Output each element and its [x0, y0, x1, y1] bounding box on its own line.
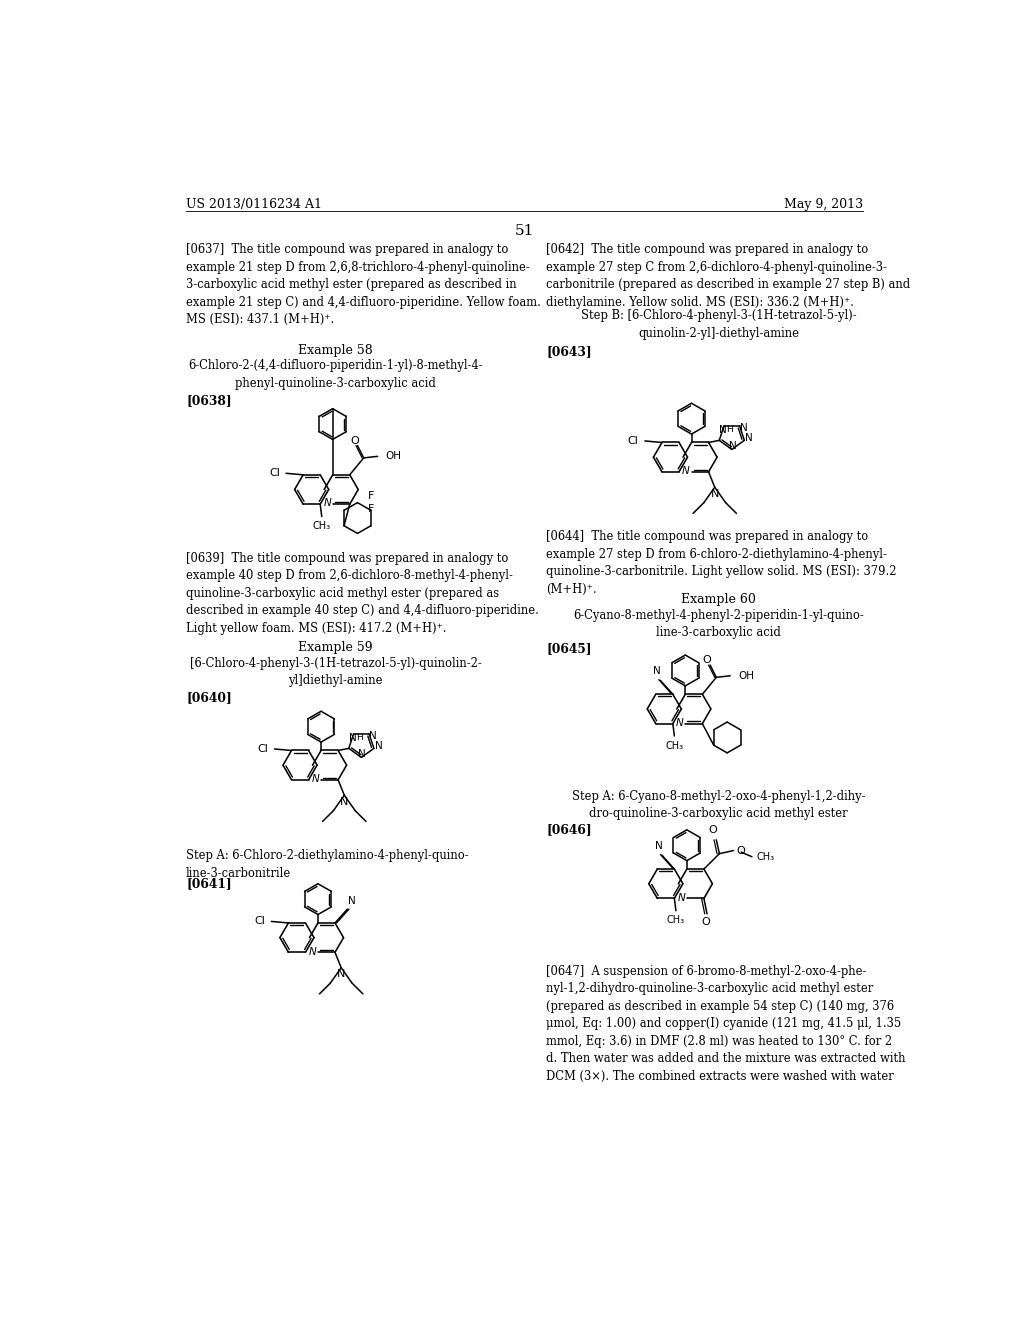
Text: N: N: [676, 718, 684, 727]
Text: N: N: [311, 774, 319, 784]
Text: N: N: [375, 741, 382, 751]
Text: [0645]: [0645]: [547, 642, 592, 655]
Text: 51: 51: [515, 224, 535, 238]
Text: Cl: Cl: [254, 916, 265, 927]
Text: N: N: [655, 841, 663, 850]
Text: N: N: [358, 748, 366, 759]
Text: Cl: Cl: [628, 436, 639, 446]
Text: N: N: [348, 896, 356, 906]
Text: N: N: [308, 946, 316, 957]
Text: [0642]  The title compound was prepared in analogy to
example 27 step C from 2,6: [0642] The title compound was prepared i…: [547, 243, 910, 309]
Text: N: N: [682, 466, 690, 477]
Text: Example 58: Example 58: [298, 345, 373, 356]
Text: [0640]: [0640]: [186, 692, 231, 705]
Text: O: O: [736, 846, 745, 855]
Text: N: N: [720, 425, 727, 434]
Text: [0638]: [0638]: [186, 395, 231, 407]
Text: N: N: [337, 969, 345, 979]
Text: Cl: Cl: [269, 469, 280, 478]
Text: CH₃: CH₃: [757, 851, 775, 862]
Text: [6-Chloro-4-phenyl-3-(1H-tetrazol-5-yl)-quinolin-2-
yl]diethyl-amine: [6-Chloro-4-phenyl-3-(1H-tetrazol-5-yl)-…: [189, 656, 481, 688]
Text: 6-Cyano-8-methyl-4-phenyl-2-piperidin-1-yl-quino-
line-3-carboxylic acid: 6-Cyano-8-methyl-4-phenyl-2-piperidin-1-…: [573, 609, 864, 639]
Text: Step A: 6-Cyano-8-methyl-2-oxo-4-phenyl-1,2-dihy-
dro-quinoline-3-carboxylic aci: Step A: 6-Cyano-8-methyl-2-oxo-4-phenyl-…: [571, 789, 865, 820]
Text: N: N: [739, 422, 748, 433]
Text: [0637]  The title compound was prepared in analogy to
example 21 step D from 2,6: [0637] The title compound was prepared i…: [186, 243, 541, 326]
Text: Step B: [6-Chloro-4-phenyl-3-(1H-tetrazol-5-yl)-
quinolin-2-yl]-diethyl-amine: Step B: [6-Chloro-4-phenyl-3-(1H-tetrazo…: [581, 309, 856, 339]
Text: [0641]: [0641]: [186, 876, 231, 890]
Text: CH₃: CH₃: [666, 741, 683, 751]
Text: [0643]: [0643]: [547, 346, 592, 359]
Text: [0639]  The title compound was prepared in analogy to
example 40 step D from 2,6: [0639] The title compound was prepared i…: [186, 552, 539, 635]
Text: CH₃: CH₃: [312, 521, 331, 531]
Text: US 2013/0116234 A1: US 2013/0116234 A1: [186, 198, 323, 211]
Text: CH₃: CH₃: [667, 915, 685, 925]
Text: O: O: [709, 825, 718, 836]
Text: OH: OH: [738, 671, 754, 681]
Text: N: N: [349, 733, 356, 743]
Text: O: O: [702, 656, 712, 665]
Text: N: N: [678, 892, 685, 903]
Text: May 9, 2013: May 9, 2013: [784, 198, 863, 211]
Text: F: F: [369, 504, 375, 513]
Text: [0646]: [0646]: [547, 822, 592, 836]
Text: Step A: 6-Chloro-2-diethylamino-4-phenyl-quino-
line-3-carbonitrile: Step A: 6-Chloro-2-diethylamino-4-phenyl…: [186, 849, 469, 879]
Text: Example 59: Example 59: [298, 642, 373, 655]
Text: N: N: [711, 488, 719, 499]
Text: N: N: [369, 731, 377, 741]
Text: N: N: [340, 797, 348, 807]
Text: F: F: [369, 491, 375, 502]
Text: [0647]  A suspension of 6-bromo-8-methyl-2-oxo-4-phe-
nyl-1,2-dihydro-quinoline-: [0647] A suspension of 6-bromo-8-methyl-…: [547, 965, 906, 1082]
Text: N: N: [653, 665, 662, 676]
Text: 6-Chloro-2-(4,4-difluoro-piperidin-1-yl)-8-methyl-4-
phenyl-quinoline-3-carboxyl: 6-Chloro-2-(4,4-difluoro-piperidin-1-yl)…: [188, 359, 483, 389]
Text: O: O: [701, 917, 710, 927]
Text: O: O: [350, 436, 358, 446]
Text: N: N: [324, 499, 331, 508]
Text: OH: OH: [385, 451, 401, 462]
Text: [0644]  The title compound was prepared in analogy to
example 27 step D from 6-c: [0644] The title compound was prepared i…: [547, 531, 897, 595]
Text: H: H: [726, 425, 733, 434]
Text: H: H: [355, 733, 362, 742]
Text: Example 60: Example 60: [681, 594, 756, 606]
Text: N: N: [729, 441, 736, 450]
Text: N: N: [745, 433, 753, 444]
Text: Cl: Cl: [257, 744, 268, 754]
